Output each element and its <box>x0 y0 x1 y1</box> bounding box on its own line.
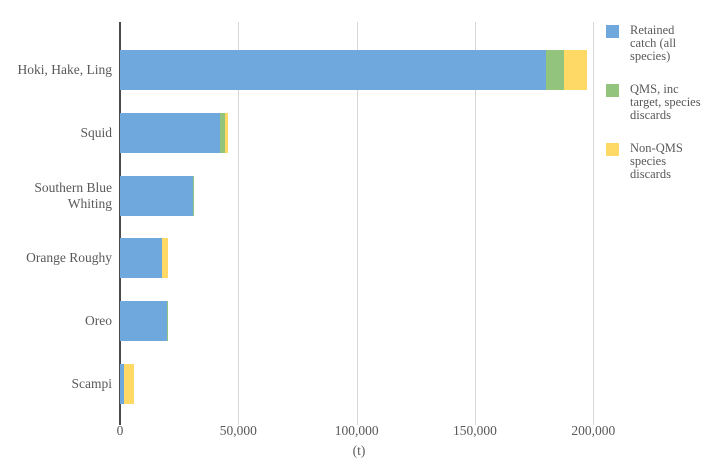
x-tick-label: 0 <box>116 423 124 438</box>
bar-segment[interactable] <box>120 112 221 153</box>
bar-segment[interactable] <box>563 50 588 90</box>
bar-segment[interactable] <box>123 364 125 404</box>
bar-row <box>120 301 169 342</box>
legend-item-label: Retained catch (all species) <box>630 24 676 63</box>
x-axis-labels: 0 50,000 100,000 150,000 200,000 <box>116 423 616 438</box>
zero-axis-line <box>119 22 121 425</box>
gridline <box>356 22 358 425</box>
bar-segment[interactable] <box>124 364 135 404</box>
legend-label-line: catch (all <box>630 36 677 50</box>
category-label: Oreo <box>85 313 112 329</box>
legend-item[interactable]: QMS, inc target, species discards <box>606 83 710 122</box>
bar-segment[interactable] <box>120 301 168 342</box>
bar-row <box>120 364 135 404</box>
legend-label-line: discards <box>630 167 671 181</box>
legend-label-line: QMS, inc <box>630 82 679 96</box>
category-label: Squid <box>80 124 112 140</box>
category-label: Scampi <box>71 376 113 391</box>
bar-row <box>120 238 169 279</box>
x-tick-label: 150,000 <box>453 423 497 438</box>
legend-label-line: species <box>630 154 667 168</box>
x-tick-label: 200,000 <box>571 423 616 438</box>
bar-segment[interactable] <box>120 238 163 279</box>
plot-area <box>119 22 598 425</box>
legend-swatch-icon <box>606 25 619 38</box>
legend-label-line: species) <box>630 49 671 63</box>
legend-swatch-icon <box>606 143 619 156</box>
bar-segment[interactable] <box>167 301 169 342</box>
bar-row <box>120 50 588 90</box>
gridline <box>474 22 476 425</box>
legend-label-line: discards <box>630 108 671 122</box>
x-tick-label: 50,000 <box>219 423 257 438</box>
x-axis-title: (t) <box>352 443 366 458</box>
legend: Retained catch (all species) QMS, inc target… <box>606 24 710 201</box>
gridline <box>593 22 595 425</box>
bar-segment[interactable] <box>120 50 546 90</box>
legend-label-line: Retained <box>630 23 675 37</box>
bar-segment[interactable] <box>193 175 195 216</box>
category-axis: Hoki, Hake, Ling Squid Southern Blue Whiti… <box>0 22 112 418</box>
bar-segment[interactable] <box>220 112 226 153</box>
bar-row <box>120 112 229 153</box>
bar-segment[interactable] <box>120 175 194 216</box>
legend-item-label: Non-QMS species discards <box>630 142 683 181</box>
category-label: Orange Roughy <box>26 250 112 266</box>
legend-label-line: Non-QMS <box>630 141 683 155</box>
category-label: Southern Blue Whiting <box>34 179 112 211</box>
bar-row <box>120 175 195 216</box>
gridline <box>238 22 240 425</box>
bar-segment[interactable] <box>545 50 564 90</box>
legend-item[interactable]: Non-QMS species discards <box>606 142 710 181</box>
category-label: Hoki, Hake, Ling <box>17 62 112 77</box>
bar-segment[interactable] <box>162 238 169 279</box>
x-tick-label: 100,000 <box>334 423 379 438</box>
bar-segment[interactable] <box>225 112 229 153</box>
legend-label-line: target, species <box>630 95 701 109</box>
legend-item-label: QMS, inc target, species discards <box>630 83 701 122</box>
legend-swatch-icon <box>606 84 619 97</box>
bar-segment[interactable] <box>120 364 124 404</box>
legend-item[interactable]: Retained catch (all species) <box>606 24 710 63</box>
